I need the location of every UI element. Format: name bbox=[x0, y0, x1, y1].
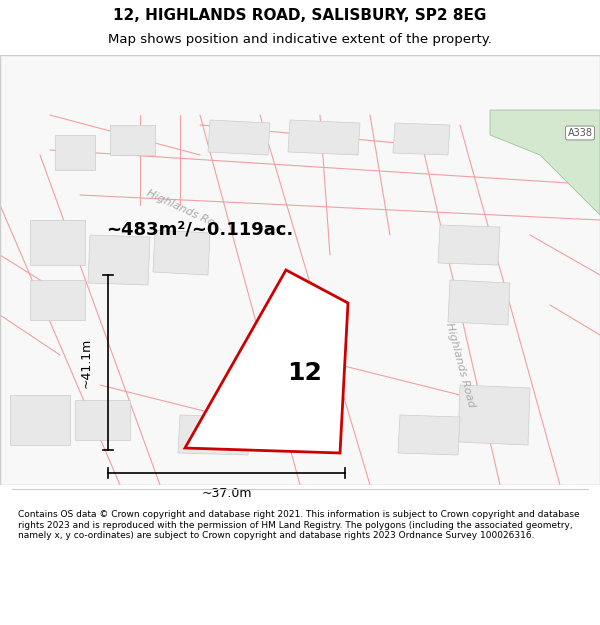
Polygon shape bbox=[55, 135, 95, 170]
Polygon shape bbox=[153, 230, 210, 275]
Polygon shape bbox=[110, 125, 155, 155]
Polygon shape bbox=[178, 415, 250, 455]
Polygon shape bbox=[398, 415, 460, 455]
Text: 12: 12 bbox=[287, 361, 322, 386]
Text: Contains OS data © Crown copyright and database right 2021. This information is : Contains OS data © Crown copyright and d… bbox=[18, 510, 580, 540]
Text: 12, HIGHLANDS ROAD, SALISBURY, SP2 8EG: 12, HIGHLANDS ROAD, SALISBURY, SP2 8EG bbox=[113, 8, 487, 23]
Text: ~41.1m: ~41.1m bbox=[80, 338, 93, 388]
Polygon shape bbox=[185, 270, 348, 453]
Polygon shape bbox=[448, 280, 510, 325]
Polygon shape bbox=[88, 235, 150, 285]
Polygon shape bbox=[393, 123, 450, 155]
Polygon shape bbox=[458, 385, 530, 445]
Polygon shape bbox=[263, 410, 330, 450]
Polygon shape bbox=[75, 400, 130, 440]
Polygon shape bbox=[490, 110, 600, 215]
Text: ~483m²/~0.119ac.: ~483m²/~0.119ac. bbox=[106, 221, 293, 239]
Text: Highlands Road: Highlands Road bbox=[444, 321, 476, 409]
Polygon shape bbox=[30, 220, 85, 265]
Polygon shape bbox=[208, 120, 270, 155]
Text: Map shows position and indicative extent of the property.: Map shows position and indicative extent… bbox=[108, 33, 492, 46]
Text: A338: A338 bbox=[568, 128, 593, 138]
Text: ~37.0m: ~37.0m bbox=[201, 487, 252, 500]
Text: Highlands Ro...: Highlands Ro... bbox=[145, 188, 225, 232]
Polygon shape bbox=[30, 280, 85, 320]
Polygon shape bbox=[288, 120, 360, 155]
Polygon shape bbox=[438, 225, 500, 265]
Polygon shape bbox=[10, 395, 70, 445]
